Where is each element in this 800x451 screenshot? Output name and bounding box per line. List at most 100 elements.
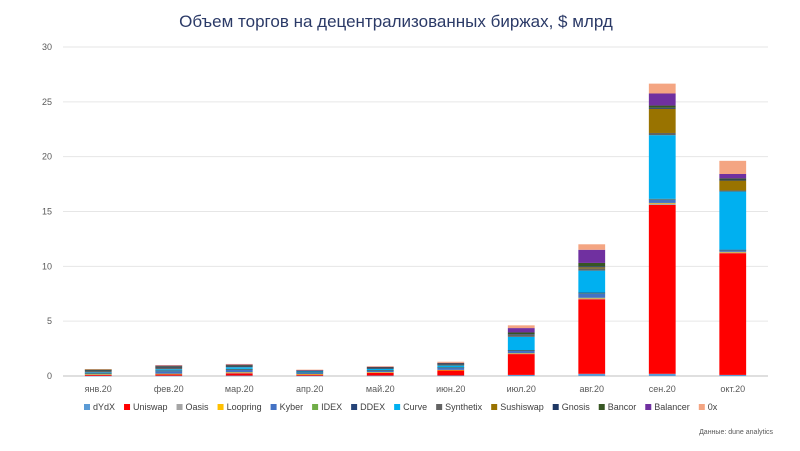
x-tick-label: фев.20: [154, 384, 184, 394]
x-tick-label: май.20: [366, 384, 395, 394]
bar-segment: [155, 374, 183, 376]
grid-lines: [63, 46, 768, 377]
bar-segment: [366, 366, 394, 367]
bar-segment: [648, 93, 676, 106]
bar-segment: [507, 353, 535, 354]
bar-segment: [366, 372, 394, 373]
bar-segment: [155, 370, 183, 374]
bar-segment: [225, 372, 253, 373]
legend-label: IDEX: [321, 402, 342, 412]
legend-swatch: [312, 404, 319, 410]
legend-label: Synthetix: [445, 402, 483, 412]
y-tick-label: 10: [42, 261, 52, 271]
y-tick-label: 20: [42, 152, 52, 162]
bar-segment: [296, 370, 324, 371]
bar-segment: [84, 374, 112, 376]
legend-item: Gnosis: [552, 402, 591, 412]
legend-swatch: [124, 404, 131, 410]
legend-label: Loopring: [227, 402, 262, 412]
bar-segment: [366, 375, 394, 377]
bar-segment: [296, 374, 324, 376]
x-tick-label: сен.20: [649, 384, 676, 394]
bar-segment: [155, 366, 183, 368]
legend-label: Balancer: [654, 402, 690, 412]
source-note: Данные: dune analytics: [699, 429, 773, 436]
bar-segment: [225, 364, 253, 366]
bar-stack: [84, 369, 112, 377]
bar-segment: [437, 369, 465, 371]
bar-segment: [507, 334, 535, 335]
legend-item: Bancor: [598, 402, 637, 412]
legend-item: IDEX: [312, 402, 342, 412]
bar-stack: [366, 366, 394, 377]
bar-segment: [225, 369, 253, 373]
bar-segment: [366, 370, 394, 371]
bar-segment: [578, 293, 606, 298]
x-tick-label: авг.20: [580, 384, 604, 394]
bar-segment: [296, 369, 324, 371]
bar-segment: [578, 373, 606, 376]
y-tick-label: 15: [42, 207, 52, 217]
bar-segment: [648, 107, 676, 109]
bar-segment: [155, 367, 183, 370]
bar-segment: [578, 292, 606, 294]
bar-segment: [648, 373, 676, 376]
bar-segment: [437, 365, 465, 368]
y-tick-label: 0: [47, 371, 52, 381]
bar-segment: [84, 372, 112, 374]
bar-segment: [296, 372, 324, 373]
bar-segment: [719, 250, 747, 252]
bar-segment: [225, 365, 253, 367]
bar-segment: [578, 297, 606, 299]
bar-segment: [296, 374, 324, 375]
y-axis: 0 5 10 15 20 25 30: [42, 42, 52, 381]
legend-item: DDEX: [351, 402, 385, 412]
legend-swatch: [176, 404, 183, 410]
bar-segment: [719, 180, 747, 191]
legend-item: Oasis: [176, 402, 209, 412]
legend-swatch: [351, 404, 358, 410]
bar-segment: [225, 368, 253, 370]
legend-label: Gnosis: [562, 402, 591, 412]
x-tick-label: апр.20: [296, 384, 323, 394]
bar-segment: [578, 267, 606, 269]
bar-segment: [366, 368, 394, 371]
bar-segment: [366, 370, 394, 373]
bar-segment: [578, 266, 606, 268]
bar-segment: [719, 160, 747, 174]
bar-stack: [225, 363, 253, 377]
x-tick-label: июн.20: [436, 384, 465, 394]
bar-segment: [719, 173, 747, 179]
bar-segment: [437, 363, 465, 365]
legend: dYdX Uniswap Oasis Loopring Kyber IDEX DDEX Cur…: [84, 402, 718, 412]
bar-segment: [437, 375, 465, 377]
bar-segment: [719, 190, 747, 192]
bar-segment: [155, 375, 183, 377]
bar-segment: [578, 262, 606, 267]
bar-segment: [648, 83, 676, 94]
legend-item: Synthetix: [436, 402, 483, 412]
bar-segment: [437, 370, 465, 376]
legend-label: Bancor: [608, 402, 637, 412]
bar-segment: [719, 249, 747, 251]
bar-segment: [155, 365, 183, 366]
bar-segment: [225, 369, 253, 370]
x-axis: янв.20 фев.20 мар.20 апр.20 май.20 июн.20 июл.…: [85, 384, 745, 394]
bar-segment: [225, 366, 253, 368]
bar-segment: [719, 179, 747, 181]
legend-item: Balancer: [645, 402, 690, 412]
bar-segment: [648, 199, 676, 200]
bar-segment: [507, 325, 535, 329]
bar-segment: [366, 372, 394, 376]
legend-item: Kyber: [270, 402, 303, 412]
bar-segment: [507, 354, 535, 375]
bar-segment: [155, 370, 183, 371]
legend-swatch: [698, 404, 705, 410]
bar-segment: [84, 370, 112, 373]
x-tick-label: окт.20: [720, 384, 745, 394]
legend-swatch: [645, 404, 652, 410]
bar-stack: [578, 244, 606, 376]
bar-segment: [719, 251, 747, 253]
legend-swatch: [598, 404, 605, 410]
legend-label: Curve: [403, 402, 427, 412]
